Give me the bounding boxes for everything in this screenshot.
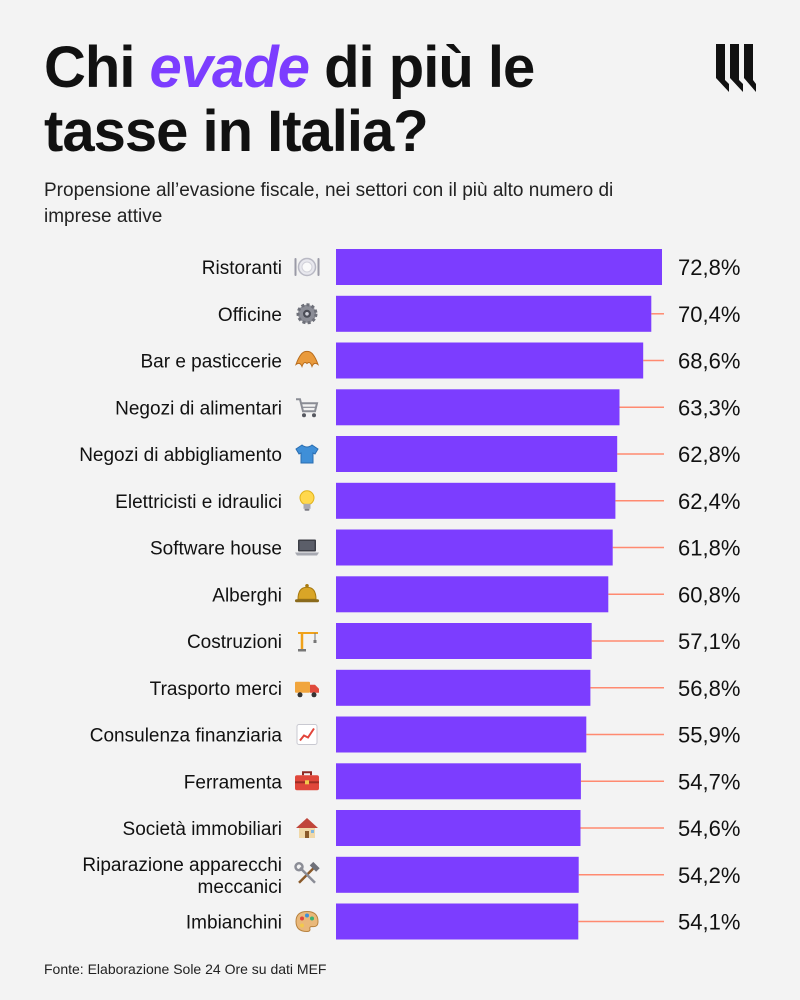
category-label: Bar e pasticcerie [140, 352, 282, 373]
bar [336, 763, 581, 800]
value-label: 62,8% [678, 442, 740, 467]
bar [336, 529, 613, 566]
shopping-cart-icon [296, 398, 319, 418]
delivery-truck-icon [295, 681, 319, 698]
value-label: 63,3% [678, 395, 740, 420]
category-label: Elettricisti e idraulici [115, 492, 282, 513]
palette-icon [295, 910, 319, 933]
category-label: meccanici [198, 877, 282, 898]
value-label: 72,8% [678, 255, 740, 280]
value-label: 54,1% [678, 910, 740, 935]
light-bulb-icon [299, 490, 315, 511]
gear-icon [296, 303, 318, 325]
category-label: Officine [218, 305, 282, 326]
category-label: Ferramenta [184, 772, 283, 793]
service-bell-icon [295, 584, 319, 603]
hammer-wrench-icon [294, 861, 320, 884]
house-icon [296, 818, 318, 838]
value-label: 68,6% [678, 349, 740, 374]
value-label: 54,6% [678, 816, 740, 841]
laptop-icon [295, 539, 319, 556]
bar [336, 482, 616, 519]
category-label: Consulenza finanziaria [90, 726, 283, 747]
value-label: 61,8% [678, 536, 740, 561]
title-accent: evade [149, 35, 310, 100]
tshirt-icon [295, 444, 319, 464]
bar [336, 903, 579, 940]
category-label: Imbianchini [186, 913, 282, 934]
category-label: Trasporto merci [150, 679, 282, 700]
bar [336, 389, 620, 426]
toolbox-icon [295, 771, 319, 791]
brand-logo [716, 44, 756, 92]
crane-icon [298, 632, 318, 652]
category-label: Società immobiliari [123, 819, 282, 840]
source-note: Fonte: Elaborazione Sole 24 Ore su dati … [44, 961, 327, 977]
category-label: Costruzioni [187, 632, 282, 653]
value-label: 70,4% [678, 302, 740, 327]
value-label: 60,8% [678, 582, 740, 607]
bar [336, 342, 644, 379]
category-label: Ristoranti [202, 258, 282, 279]
bar [336, 856, 579, 893]
value-label: 54,7% [678, 769, 740, 794]
title-part-1: Chi [44, 35, 150, 100]
category-label: Riparazione apparecchi [82, 855, 282, 876]
bar [336, 576, 609, 613]
bar [336, 623, 592, 659]
title-part-2: di più le tasse in Italia? [44, 35, 535, 164]
category-label: Alberghi [212, 585, 282, 606]
page-title: Chi evade di più le tasse in Italia? [44, 36, 684, 164]
bar [336, 716, 587, 753]
category-label: Software house [150, 539, 282, 560]
value-label: 62,4% [678, 489, 740, 514]
croissant-icon [294, 350, 320, 368]
plate-cutlery-icon [294, 257, 320, 277]
bar [336, 669, 591, 706]
bar [336, 436, 618, 472]
category-label: Negozi di alimentari [115, 398, 282, 419]
category-label: Negozi di abbigliamento [79, 445, 282, 466]
value-label: 56,8% [678, 676, 740, 701]
bar [336, 810, 581, 846]
value-label: 55,9% [678, 723, 740, 748]
value-label: 57,1% [678, 629, 740, 654]
bar [336, 295, 652, 332]
bar [336, 249, 662, 285]
value-label: 54,2% [678, 863, 740, 888]
chart-subtitle: Propensione all’evasione fiscale, nei se… [44, 180, 614, 227]
chart-increasing-icon [296, 724, 318, 745]
